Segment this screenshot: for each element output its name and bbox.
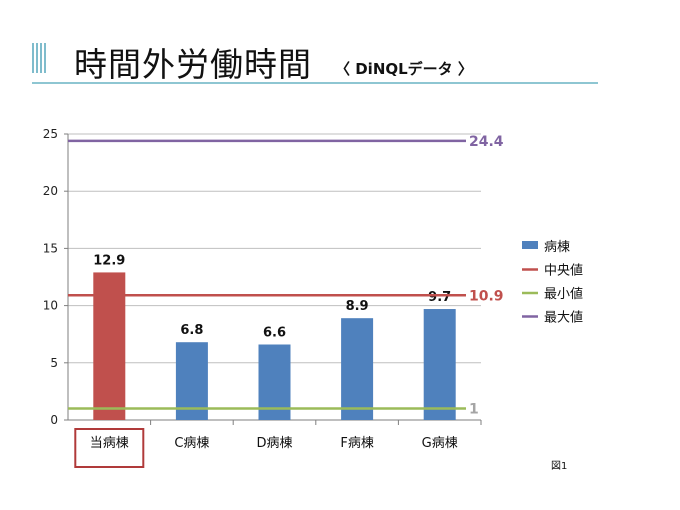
legend-label: 中央値 bbox=[544, 263, 583, 279]
data-label: 8.9 bbox=[346, 299, 369, 314]
y-tick-label: 10 bbox=[43, 299, 58, 313]
category-label: D病棟 bbox=[256, 436, 292, 451]
bar bbox=[175, 342, 208, 420]
y-tick-label: 0 bbox=[50, 413, 58, 427]
category-label: C病棟 bbox=[174, 436, 209, 451]
page-title: 時間外労働時間 bbox=[74, 45, 312, 84]
page-subtitle: 〈 DiNQLデータ 〉 bbox=[335, 60, 473, 78]
data-label: 12.9 bbox=[93, 253, 125, 268]
y-tick-label: 15 bbox=[43, 241, 58, 255]
figure-number: 図1 bbox=[551, 461, 568, 472]
highlight-box bbox=[74, 428, 145, 468]
title-accent-bar bbox=[32, 43, 46, 73]
category-label: F病棟 bbox=[340, 436, 373, 451]
reference-line-label: 24.4 bbox=[469, 134, 504, 150]
legend-label: 病棟 bbox=[544, 240, 570, 255]
data-label: 6.8 bbox=[180, 323, 203, 338]
bar bbox=[341, 318, 374, 420]
title-underline bbox=[32, 82, 598, 84]
legend-swatch-bar bbox=[522, 241, 538, 249]
y-tick-label: 5 bbox=[50, 356, 58, 370]
bar bbox=[93, 272, 126, 420]
bar bbox=[423, 309, 456, 420]
legend-label: 最小値 bbox=[544, 286, 583, 302]
reference-line-label: 10.9 bbox=[469, 288, 504, 304]
y-tick-label: 20 bbox=[43, 184, 58, 198]
y-tick-label: 25 bbox=[43, 127, 58, 141]
reference-line-label: 1 bbox=[469, 402, 479, 418]
category-label: G病棟 bbox=[422, 436, 458, 451]
legend-label: 最大値 bbox=[544, 310, 583, 326]
category-label: 当病棟 bbox=[90, 436, 129, 451]
data-label: 6.6 bbox=[263, 325, 286, 340]
data-label: 9.7 bbox=[428, 290, 451, 305]
